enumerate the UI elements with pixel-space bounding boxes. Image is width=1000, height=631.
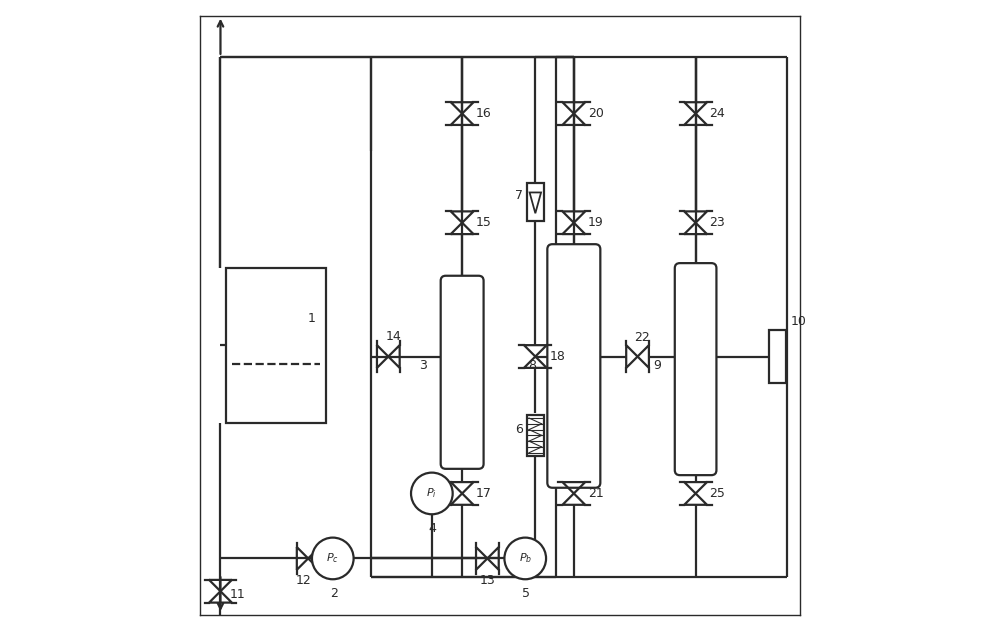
Text: 2: 2 bbox=[330, 587, 338, 599]
FancyBboxPatch shape bbox=[547, 244, 600, 488]
Text: 10: 10 bbox=[790, 316, 806, 328]
Text: 11: 11 bbox=[230, 588, 246, 601]
Text: P$_b$: P$_b$ bbox=[519, 551, 532, 565]
Text: P$_i$: P$_i$ bbox=[426, 487, 437, 500]
Circle shape bbox=[411, 473, 453, 514]
Text: 6: 6 bbox=[515, 423, 523, 435]
Circle shape bbox=[504, 538, 546, 579]
Text: 20: 20 bbox=[588, 107, 604, 120]
Bar bbox=[527, 415, 544, 456]
Text: 15: 15 bbox=[476, 216, 492, 229]
Bar bbox=[527, 183, 544, 221]
Text: 19: 19 bbox=[588, 216, 603, 229]
Text: 3: 3 bbox=[420, 360, 427, 372]
Text: 13: 13 bbox=[480, 574, 495, 587]
Text: 24: 24 bbox=[709, 107, 725, 120]
Text: 14: 14 bbox=[386, 330, 402, 343]
Text: 23: 23 bbox=[709, 216, 725, 229]
Text: 21: 21 bbox=[588, 487, 603, 500]
FancyBboxPatch shape bbox=[441, 276, 484, 469]
Text: 8: 8 bbox=[528, 360, 536, 372]
Text: 9: 9 bbox=[653, 360, 661, 372]
Bar bbox=[226, 268, 326, 423]
Text: P$_c$: P$_c$ bbox=[326, 551, 339, 565]
Text: 22: 22 bbox=[634, 331, 650, 344]
Text: 17: 17 bbox=[476, 487, 492, 500]
Bar bbox=[769, 329, 786, 383]
Text: 4: 4 bbox=[429, 522, 437, 534]
Text: 18: 18 bbox=[549, 350, 565, 363]
Text: 5: 5 bbox=[522, 587, 530, 599]
Circle shape bbox=[312, 538, 354, 579]
Text: 1: 1 bbox=[308, 312, 315, 325]
Text: 16: 16 bbox=[476, 107, 492, 120]
Text: 12: 12 bbox=[295, 574, 311, 587]
Text: 25: 25 bbox=[709, 487, 725, 500]
FancyBboxPatch shape bbox=[675, 263, 716, 475]
Text: 7: 7 bbox=[515, 189, 523, 202]
